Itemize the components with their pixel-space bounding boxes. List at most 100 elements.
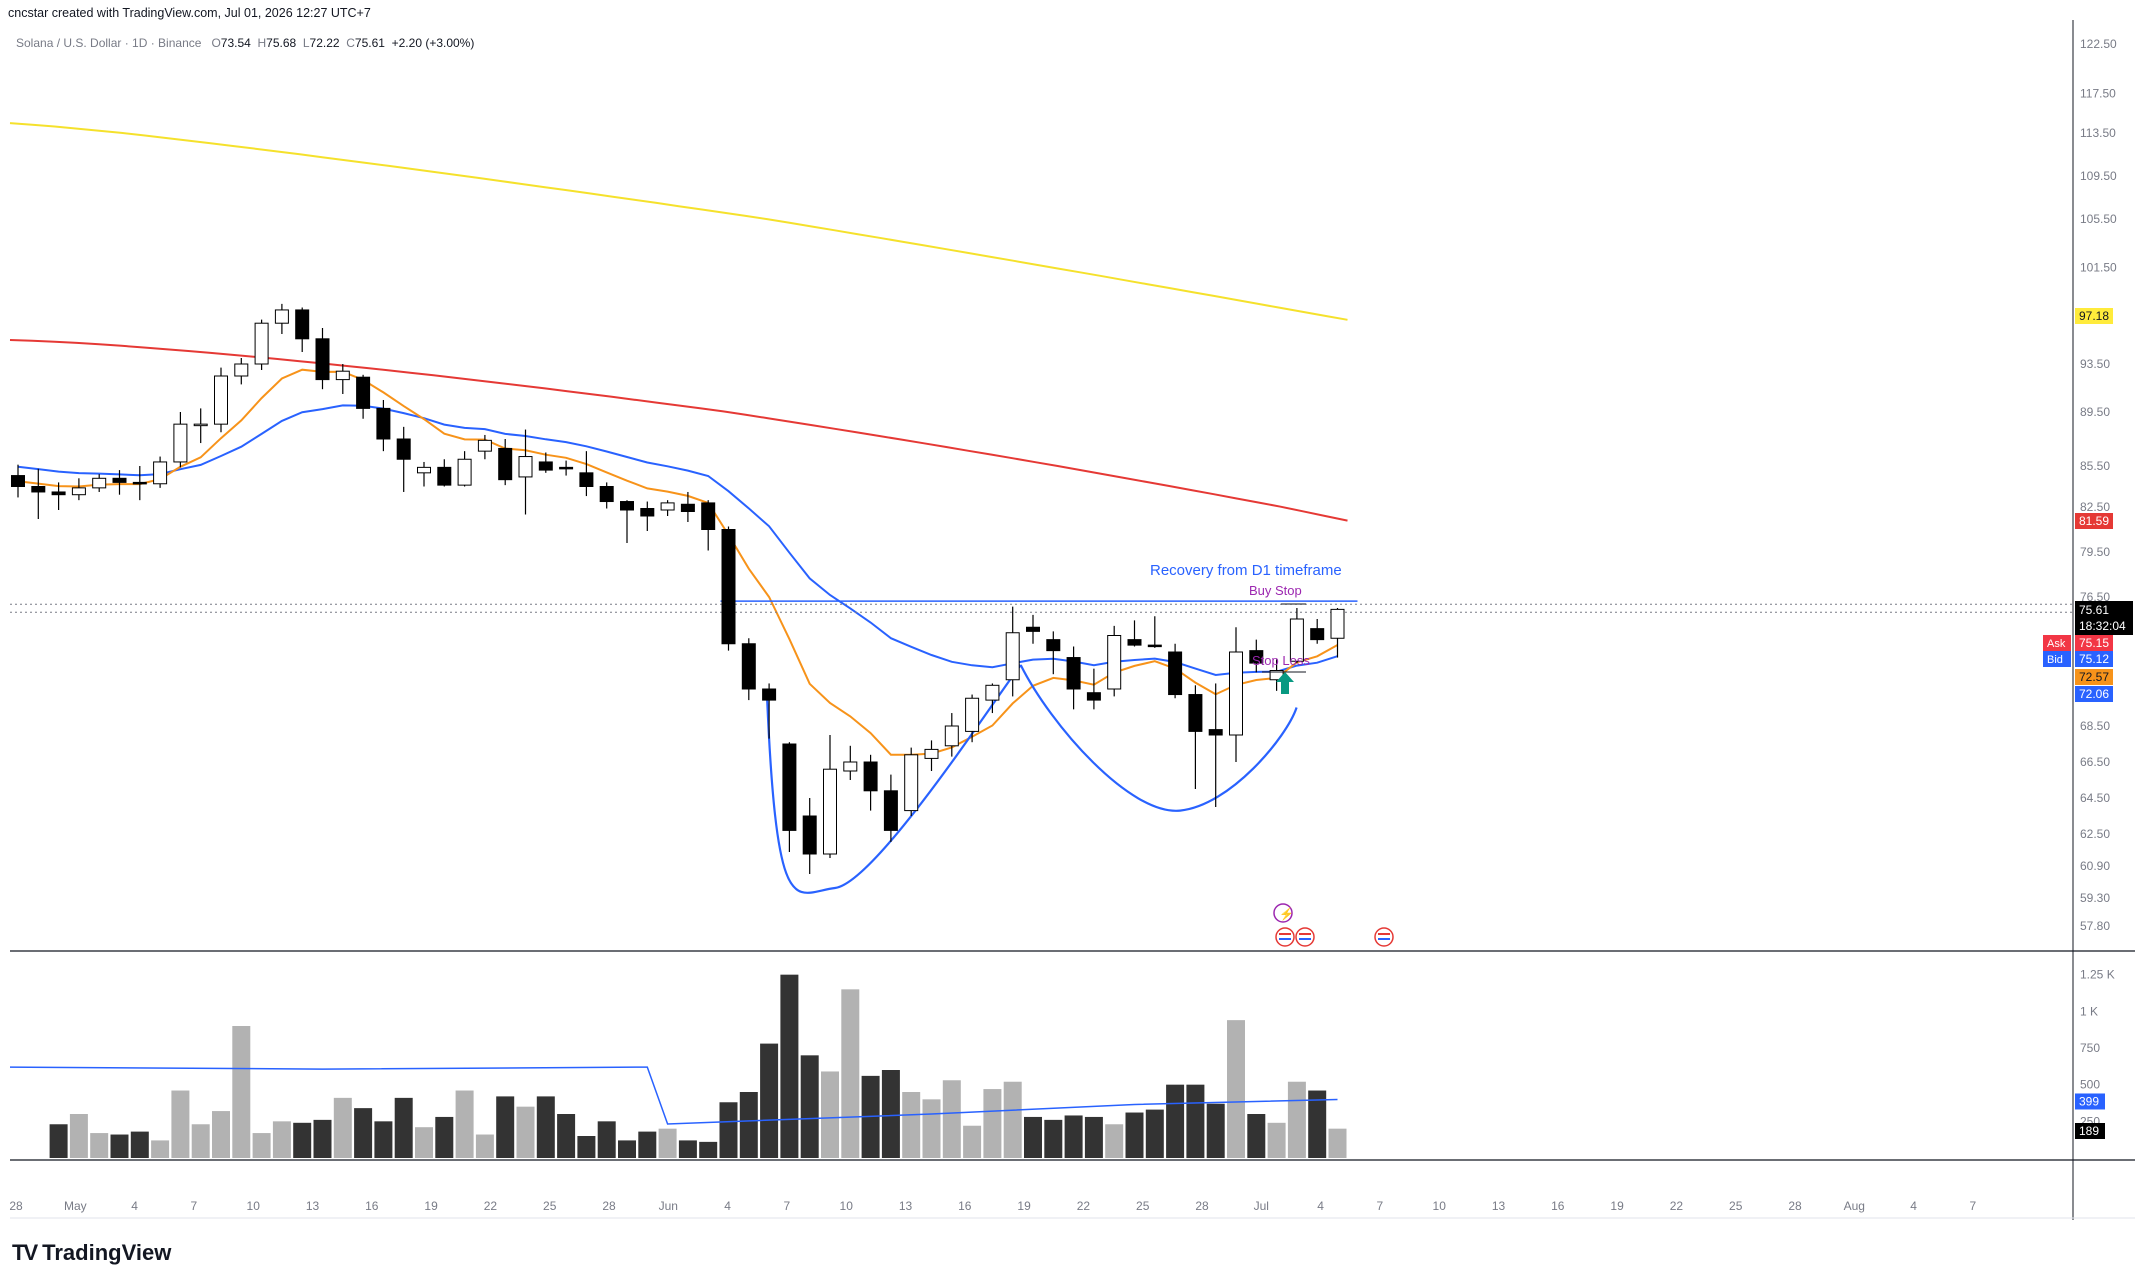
candle-body [1310, 628, 1325, 641]
volume-bar [435, 1116, 454, 1158]
ema-mid-price-tag: 72.06 [2079, 687, 2109, 701]
volume-bar [171, 1090, 190, 1158]
time-tick-label: 7 [191, 1199, 198, 1213]
bid-label: Bid [2047, 654, 2063, 666]
candle-body [153, 461, 168, 485]
ema-long-price-tag-bg [2075, 513, 2113, 529]
candle-body [437, 466, 452, 486]
candle-body [234, 363, 249, 377]
volume-bar [760, 1043, 779, 1158]
volume-bar [69, 1114, 88, 1158]
volume-bar [841, 989, 860, 1158]
us-flag-event-icon [1299, 938, 1311, 940]
time-tick-label: May [64, 1199, 87, 1213]
countdown-tag: 18:32:04 [2079, 619, 2126, 633]
publisher-header: cncstar created with TradingView.com, Ju… [8, 6, 371, 20]
volume-bar [699, 1141, 718, 1158]
volume-bar [719, 1102, 738, 1158]
candle-body [1188, 694, 1203, 732]
candle-body [92, 477, 107, 489]
price-tick-label: 64.50 [2080, 791, 2110, 805]
volume-bar [536, 1096, 555, 1158]
volume-bar [1084, 1116, 1103, 1158]
candle-body [274, 309, 289, 324]
candle-body [701, 502, 716, 530]
price-tick-label: 109.50 [2080, 169, 2117, 183]
candle-body [1086, 692, 1101, 701]
time-tick-label: 7 [1970, 1199, 1977, 1213]
candle-body [193, 423, 208, 427]
tradingview-logo-icon: TV [12, 1240, 38, 1265]
ema-fast-line [17, 368, 1338, 756]
time-tick-label: Aug [1844, 1199, 1865, 1213]
volume-bar [130, 1131, 149, 1158]
candle-body [315, 338, 330, 381]
candle-body [924, 748, 939, 759]
volume-ma-line [9, 1066, 1338, 1125]
candle-body [1168, 651, 1183, 696]
candle-body [1229, 651, 1243, 736]
symbol-ohlc-bar: Solana / U.S. Dollar · 1D · Binance O73.… [16, 36, 474, 50]
volume-bar [1105, 1124, 1124, 1158]
candle-body [71, 487, 86, 496]
us-flag-event-icon [1279, 933, 1291, 935]
volume-bar [678, 1140, 697, 1158]
candle-body [599, 486, 614, 503]
tradingview-brand[interactable]: TV TradingView [12, 1240, 171, 1266]
last-price-tag-bg [2075, 601, 2133, 635]
candle-body [417, 466, 431, 474]
volume-tick-label: 1 K [2080, 1004, 2098, 1018]
volume-bar [516, 1106, 535, 1158]
ema-fast-price-tag: 72.57 [2079, 670, 2109, 684]
candle-body [883, 790, 898, 831]
price-tick-label: 62.50 [2080, 827, 2110, 841]
dividend-event-icon [1273, 903, 1293, 923]
volume-bar [1125, 1112, 1144, 1158]
volume-bar [800, 1055, 819, 1158]
time-tick-label: 4 [1317, 1199, 1324, 1213]
volume-bar [313, 1119, 332, 1158]
volume-bar [1145, 1109, 1164, 1158]
volume-bar [272, 1121, 291, 1158]
cup-right-curve [1019, 664, 1298, 812]
time-tick-label: 16 [958, 1199, 972, 1213]
close-value: 75.61 [354, 36, 385, 50]
time-tick-label: 10 [840, 1199, 854, 1213]
volume-bar [212, 1111, 230, 1158]
price-tick-label: 60.90 [2080, 859, 2110, 873]
low-label: L [302, 36, 310, 50]
volume-tick-label: 1.25 K [2080, 968, 2115, 982]
ema-mid-line [17, 404, 1338, 677]
volume-bar [90, 1133, 109, 1158]
open-label: O [211, 36, 221, 50]
volume-bar [374, 1121, 393, 1158]
last-price-tag: 75.61 [2079, 603, 2109, 617]
volume-bar [557, 1114, 576, 1158]
time-tick-label: 13 [306, 1199, 320, 1213]
volume-ma-tag: 399 [2079, 1094, 2099, 1108]
candle-body [396, 438, 411, 460]
us-flag-event-icon [1378, 938, 1390, 940]
candle-body [11, 475, 25, 488]
candle-body [559, 466, 574, 470]
candle-body [823, 768, 837, 855]
volume-bar [902, 1092, 921, 1158]
volume-bar [415, 1127, 433, 1158]
ask-label: Ask [2047, 638, 2066, 650]
cup-left-curve [766, 664, 1022, 894]
volume-bar [293, 1122, 312, 1158]
volume-bar [394, 1097, 413, 1158]
time-tick-label: 22 [484, 1199, 498, 1213]
bid-price-tag: 75.12 [2079, 652, 2109, 666]
time-tick-label: 13 [1492, 1199, 1506, 1213]
candle-body [1046, 639, 1061, 652]
time-tick-label: 28 [9, 1199, 23, 1213]
buy-arrow-icon [1276, 672, 1294, 694]
volume-bar [1064, 1115, 1083, 1158]
time-tick-label: Jun [659, 1199, 678, 1213]
us-flag-event-icon [1279, 938, 1291, 940]
time-tick-label: 10 [247, 1199, 261, 1213]
ema-very-long-price-tag: 97.18 [2079, 309, 2109, 323]
volume-bar [333, 1097, 352, 1158]
price-chart[interactable]: 122.50117.50113.50109.50105.50101.5097.5… [0, 0, 2147, 1235]
